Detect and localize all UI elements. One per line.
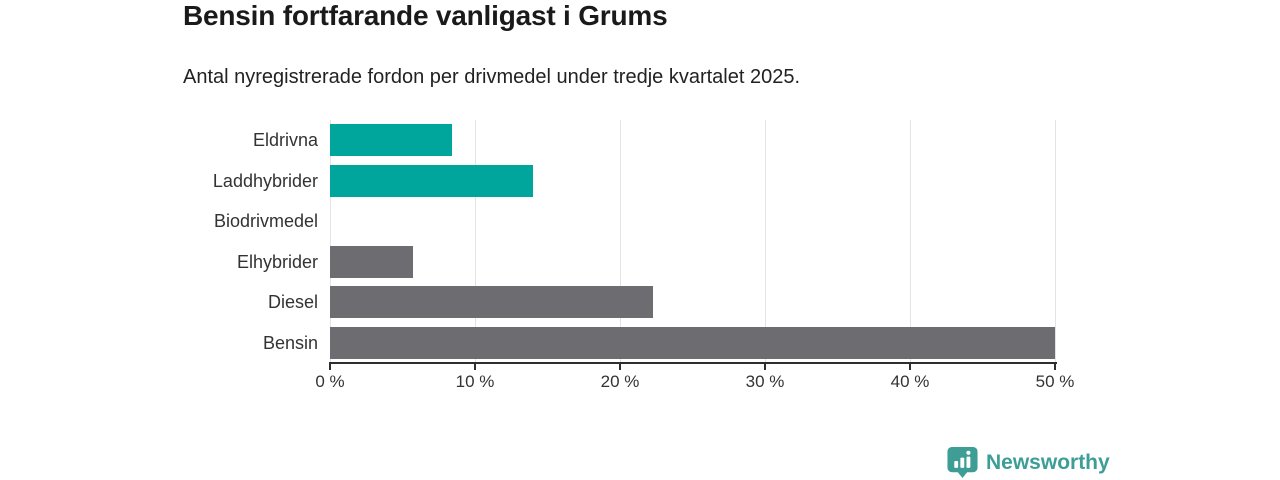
page-title: Bensin fortfarande vanligast i Grums: [183, 0, 668, 31]
x-axis-tick-label-50: 50 %: [1035, 372, 1075, 391]
branding: Newsworthy: [946, 446, 1110, 479]
bar-diesel: [330, 286, 654, 319]
category-label-bensin: Bensin: [262, 333, 318, 353]
gridline-30: [765, 120, 766, 363]
plot-area: 0 % 10 % 20 % 30 % 40 % 50 %: [315, 120, 1074, 391]
gridline-40: [910, 120, 911, 363]
x-axis-tick-label-20: 20 %: [600, 372, 640, 391]
newsworthy-logo-icon: [947, 446, 978, 479]
x-axis-tick-50: [1054, 364, 1056, 370]
gridline-10: [475, 120, 476, 363]
gridline-50: [1055, 120, 1056, 363]
bar-laddhybrider: [330, 164, 533, 197]
category-label-laddhybrider: Laddhybrider: [212, 170, 318, 191]
x-axis-tick-10: [474, 364, 476, 370]
category-label-eldrivna: Eldrivna: [252, 130, 318, 150]
x-axis-tick-40: [909, 364, 911, 370]
x-axis-tick-label-40: 40 %: [890, 372, 930, 391]
x-axis-tick-label-0: 0 %: [315, 372, 345, 391]
bar-eldrivna: [330, 124, 452, 156]
newsworthy-logo-text: Newsworthy: [986, 450, 1110, 474]
x-axis-tick-20: [619, 364, 621, 370]
bar-elhybrider: [330, 245, 413, 278]
gridline-20: [620, 120, 621, 363]
category-label-elhybrider: Elhybrider: [236, 251, 318, 272]
x-axis-tick-label-30: 30 %: [745, 372, 785, 391]
x-axis-tick-30: [764, 364, 766, 370]
gridline-0: [330, 120, 331, 363]
bar-bensin: [330, 327, 1055, 359]
x-axis-tick-label-10: 10 %: [455, 372, 495, 391]
x-axis-tick-0: [329, 364, 331, 370]
x-axis-line: [329, 362, 1057, 364]
page-subtitle: Antal nyregistrerade fordon per drivmede…: [183, 66, 801, 88]
category-labels: Eldrivna Laddhybrider Biodrivmedel Elhybrid…: [0, 120, 318, 363]
category-label-diesel: Diesel: [267, 292, 318, 313]
category-label-biodrivmedel: Biodrivmedel: [213, 211, 318, 232]
